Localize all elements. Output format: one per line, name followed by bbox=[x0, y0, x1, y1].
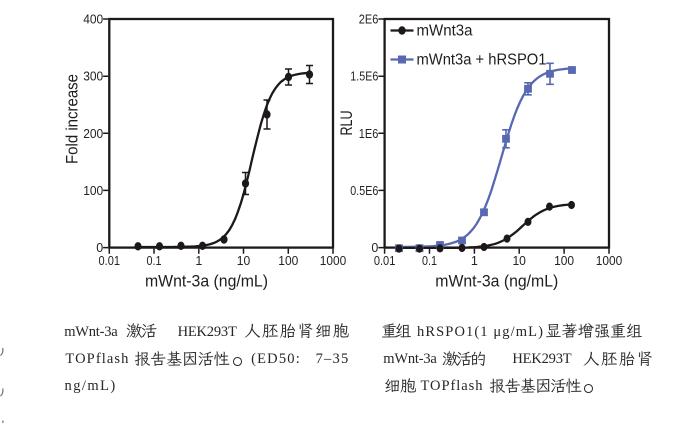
svg-text:0: 0 bbox=[371, 241, 378, 255]
svg-text:10: 10 bbox=[512, 254, 526, 268]
svg-text:0.1: 0.1 bbox=[422, 254, 437, 268]
svg-text:0.1: 0.1 bbox=[147, 254, 162, 268]
svg-text:200: 200 bbox=[83, 127, 103, 141]
svg-text:mWnt-3a (ng/mL): mWnt-3a (ng/mL) bbox=[435, 273, 558, 291]
svg-text:RLU: RLU bbox=[338, 111, 356, 136]
svg-text:mWnt3a + hRSPO1: mWnt3a + hRSPO1 bbox=[417, 52, 547, 69]
svg-text:1: 1 bbox=[471, 254, 478, 268]
svg-text:1E6: 1E6 bbox=[359, 127, 379, 141]
svg-text:0.5E6: 0.5E6 bbox=[350, 184, 378, 198]
svg-text:mWnt3a: mWnt3a bbox=[417, 23, 473, 40]
svg-text:1: 1 bbox=[195, 254, 202, 268]
svg-text:mWnt-3a (ng/mL): mWnt-3a (ng/mL) bbox=[145, 273, 268, 291]
svg-text:1.5E6: 1.5E6 bbox=[350, 70, 378, 84]
svg-text:100: 100 bbox=[83, 184, 103, 198]
svg-text:10: 10 bbox=[237, 254, 251, 268]
svg-text:0: 0 bbox=[96, 241, 103, 255]
svg-text:300: 300 bbox=[83, 70, 103, 84]
svg-text:2E6: 2E6 bbox=[359, 13, 379, 27]
svg-text:0.01: 0.01 bbox=[374, 254, 396, 268]
svg-text:1000: 1000 bbox=[320, 254, 347, 268]
svg-text:400: 400 bbox=[83, 13, 103, 27]
svg-text:1000: 1000 bbox=[596, 254, 623, 268]
svg-text:Fold increase: Fold increase bbox=[64, 74, 82, 164]
svg-text:100: 100 bbox=[554, 254, 574, 268]
svg-text:0.01: 0.01 bbox=[99, 254, 121, 268]
svg-text:100: 100 bbox=[278, 254, 298, 268]
